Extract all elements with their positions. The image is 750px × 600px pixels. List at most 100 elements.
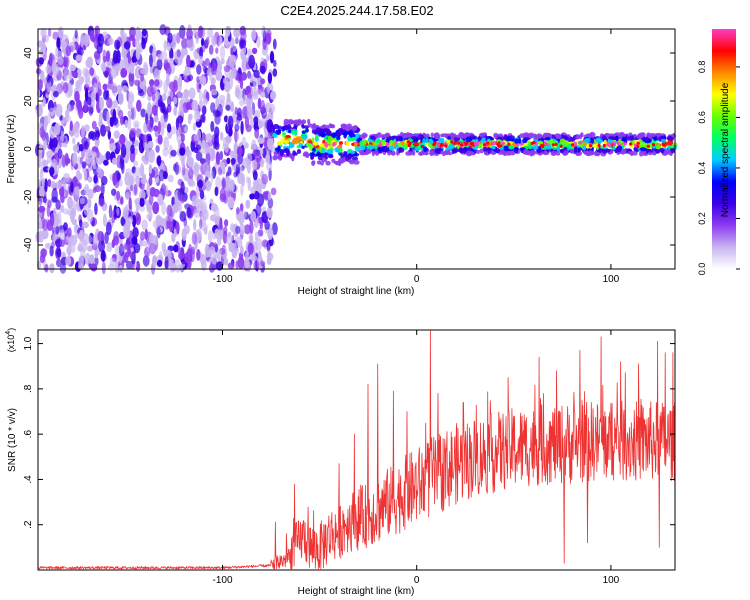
colorbar: 0.0 0.2 0.4 0.6 0.8 Normalized spectral ampl… xyxy=(697,29,740,275)
spectrogram-peak-cell xyxy=(497,141,501,145)
spectrogram-cell xyxy=(193,208,201,219)
spectrogram-cell xyxy=(425,137,429,144)
spectrogram-cell xyxy=(173,106,177,116)
spectrogram-cell xyxy=(127,91,134,104)
spectrogram-cell xyxy=(193,218,197,231)
spectrogram-cell xyxy=(120,67,128,78)
spectrogram-cell xyxy=(252,170,258,181)
spectrogram-cell xyxy=(37,179,42,189)
spectrogram-cell xyxy=(180,194,185,204)
spectrogram-cell xyxy=(81,124,85,139)
spectrogram-cell xyxy=(83,33,90,47)
spectrogram-cell xyxy=(152,255,158,268)
spectrogram-cell xyxy=(301,134,308,140)
spectrogram-cell xyxy=(320,161,324,166)
spectrogram-cell xyxy=(134,167,142,179)
spectrogram-cell xyxy=(338,157,343,163)
spectrogram-cell xyxy=(208,263,215,273)
spectrogram-cell xyxy=(92,163,97,170)
spectrogram-cell xyxy=(170,149,177,157)
spectrogram-cell xyxy=(621,138,627,142)
spectrogram-cell xyxy=(39,185,45,199)
spectrogram-cell xyxy=(201,223,208,232)
spectrogram-cell xyxy=(315,127,322,132)
spectrogram-cell xyxy=(655,149,660,154)
spectrogram-cell xyxy=(196,79,201,93)
spectrogram-cell xyxy=(238,99,245,107)
spectrogram-cell xyxy=(248,54,256,69)
spectrogram-cell xyxy=(180,47,185,59)
spectrogram-cell xyxy=(406,133,412,137)
spectrogram-cell xyxy=(65,45,72,57)
spectrogram-cell xyxy=(321,148,326,154)
spectrogram-peak-cell xyxy=(475,143,479,147)
spectrogram-cell xyxy=(155,145,160,153)
spectrogram-cell xyxy=(331,142,336,147)
spectrogram-y-tick-label: -20 xyxy=(23,189,34,204)
spectrogram-cell xyxy=(311,129,316,134)
spectrogram-cell xyxy=(325,160,331,166)
spectrogram-cell xyxy=(267,136,274,151)
spectrogram-cell xyxy=(128,178,134,192)
spectrogram-cell xyxy=(234,128,238,143)
spectrogram-cell xyxy=(652,133,656,137)
spectrogram-cell xyxy=(632,150,638,156)
spectrogram-cell xyxy=(178,252,185,260)
spectrogram-cell xyxy=(317,160,321,165)
spectrogram-cell xyxy=(382,151,386,155)
spectrogram-peak-cell xyxy=(636,141,640,145)
spectrogram-cell xyxy=(544,137,551,141)
spectrogram-cell xyxy=(365,148,372,154)
spectrogram-cell xyxy=(573,145,578,152)
spectrogram-cell xyxy=(172,203,179,214)
spectrogram-cell xyxy=(49,212,55,227)
colorbar-tick-label: 0.4 xyxy=(697,162,707,175)
spectrogram-cell xyxy=(38,57,45,65)
spectrogram-cell xyxy=(119,178,123,187)
spectrogram-cell xyxy=(95,93,99,102)
spectrogram-cell xyxy=(69,64,77,72)
snr-x-ticks: -100 0 100 xyxy=(212,330,620,586)
spectrogram-cell xyxy=(140,108,146,118)
spectrogram-peak-cell xyxy=(612,141,617,145)
spectrogram-cell xyxy=(385,142,389,147)
spectrogram-cell xyxy=(408,151,412,156)
spectrogram-cell xyxy=(266,207,273,219)
spectrogram-cell xyxy=(446,139,451,144)
spectrogram-cell xyxy=(83,140,89,150)
spectrogram-cell xyxy=(226,92,231,104)
spectrogram-cell xyxy=(522,138,528,144)
spectrogram-cell xyxy=(272,133,278,138)
spectrogram-cell xyxy=(113,231,119,241)
spectrogram-cell xyxy=(219,150,224,161)
spectrogram-y-label: Frequency (Hz) xyxy=(6,115,17,184)
spectrogram-cell xyxy=(269,103,276,114)
spectrogram-cell xyxy=(152,220,157,228)
spectrogram-cell xyxy=(76,47,84,57)
spectrogram-cell xyxy=(477,136,482,142)
spectrogram-cell xyxy=(139,205,145,212)
spectrogram-cell xyxy=(44,34,49,43)
spectrogram-cell xyxy=(84,87,89,102)
spectrogram-y-tick-label: 0 xyxy=(23,146,34,152)
spectrogram-cell xyxy=(79,219,83,228)
spectrogram-cell xyxy=(72,137,76,145)
spectrogram-cell xyxy=(127,117,132,131)
spectrogram-cell xyxy=(160,122,165,136)
spectrogram-cell xyxy=(78,263,84,270)
spectrogram-cell xyxy=(156,155,162,167)
spectrogram-cell xyxy=(84,253,91,265)
spectrogram-cell xyxy=(307,123,313,128)
colorbar-gradient xyxy=(712,29,736,269)
spectrogram-cell xyxy=(81,239,88,253)
spectrogram-cell xyxy=(212,109,220,118)
spectrogram-cell xyxy=(89,30,95,42)
spectrogram-cell xyxy=(136,30,143,38)
spectrogram-cell xyxy=(70,243,76,253)
spectrogram-cell xyxy=(155,214,162,227)
spectrogram-cell xyxy=(99,97,105,111)
spectrogram-cell xyxy=(564,136,569,141)
spectrogram-cell xyxy=(158,250,163,263)
spectrogram-cell xyxy=(146,119,153,131)
spectrogram-cell xyxy=(336,145,341,149)
